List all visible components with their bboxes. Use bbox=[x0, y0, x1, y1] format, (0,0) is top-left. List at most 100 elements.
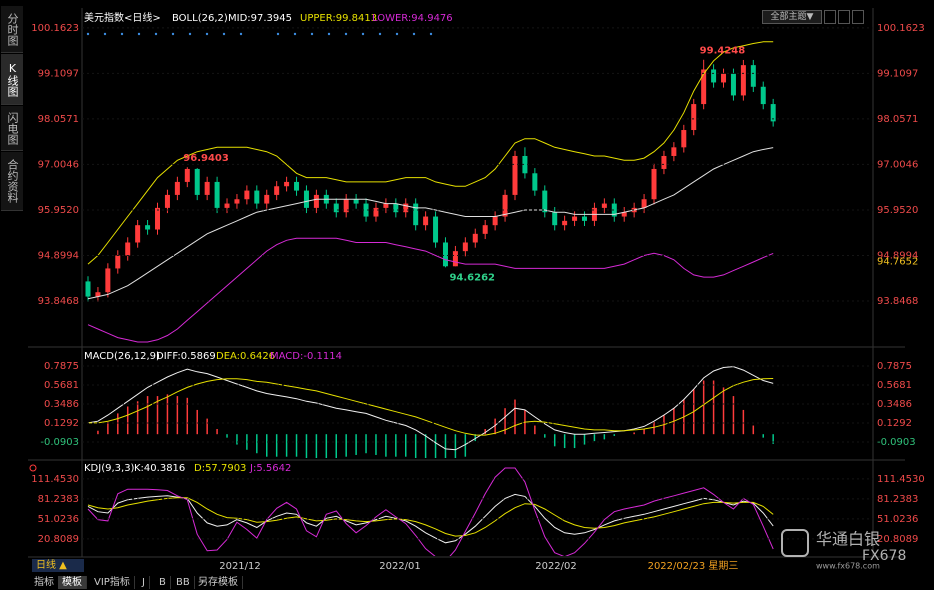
marker-dot bbox=[222, 32, 226, 36]
candle-body bbox=[542, 190, 548, 213]
candle-body bbox=[393, 203, 399, 213]
x-tick-label: 2021/12 bbox=[219, 561, 261, 572]
candle-body bbox=[750, 65, 756, 87]
indicator-value: DIFF:0.5869 bbox=[156, 351, 216, 362]
candle-body bbox=[611, 203, 617, 217]
candle-body bbox=[333, 203, 339, 213]
candle-body bbox=[105, 268, 111, 293]
y-tick-label: 20.8089 bbox=[877, 534, 918, 545]
y-tick-label: 0.5681 bbox=[44, 380, 79, 391]
icon-button[interactable] bbox=[824, 10, 836, 24]
candle-body bbox=[681, 130, 687, 148]
candle-body bbox=[164, 194, 170, 208]
candle-body bbox=[641, 199, 647, 208]
watermark-logo bbox=[781, 529, 809, 557]
candle-body bbox=[433, 216, 439, 243]
indicator-name: KDJ(9,3,3) bbox=[84, 463, 135, 474]
candle-body bbox=[234, 199, 240, 204]
indicator-value: LOWER:94.9476 bbox=[372, 13, 453, 24]
panel-plot bbox=[85, 41, 776, 343]
indicator-name: BOLL(26,2) bbox=[172, 13, 228, 24]
bottom-tab[interactable]: BB bbox=[172, 576, 195, 589]
marker-dot bbox=[239, 32, 243, 36]
extreme-label: 94.6262 bbox=[449, 272, 495, 283]
y-tick-label: 0.7875 bbox=[877, 361, 912, 372]
tab-kline[interactable]: K线图 bbox=[1, 54, 23, 105]
y-tick-label: -0.0903 bbox=[40, 437, 79, 448]
candle-body bbox=[204, 181, 210, 195]
candle-body bbox=[701, 69, 707, 105]
y-tick-label: 20.8089 bbox=[38, 534, 79, 545]
candle-body bbox=[145, 225, 151, 230]
candle-body bbox=[254, 190, 260, 204]
y-tick-label: 95.9520 bbox=[38, 205, 79, 216]
extreme-label: 96.9403 bbox=[183, 153, 229, 164]
indicator-line bbox=[87, 41, 774, 265]
cursor-date: 2022/02/23 星期三 bbox=[648, 560, 739, 572]
y-tick-label: 97.0046 bbox=[877, 159, 918, 170]
bottom-tab[interactable]: 模板 bbox=[58, 576, 87, 589]
bottom-tab[interactable]: VIP指标 bbox=[90, 576, 135, 589]
marker-dot bbox=[188, 32, 192, 36]
indicator-value: DEA:0.6426 bbox=[216, 351, 275, 362]
tab-flash[interactable]: 闪电图 bbox=[1, 106, 23, 151]
candle-body bbox=[691, 104, 697, 131]
current-price-label: 94.7652 bbox=[877, 256, 918, 267]
candle-body bbox=[413, 203, 419, 226]
bottom-tab[interactable]: 另存模板 bbox=[194, 576, 243, 589]
tab-contract[interactable]: 合约资料 bbox=[1, 152, 23, 211]
indicator-line bbox=[88, 378, 774, 436]
y-tick-label: 0.1292 bbox=[44, 418, 79, 429]
candle-body bbox=[730, 73, 736, 96]
indicator-value: J:5.5642 bbox=[249, 463, 291, 474]
indicator-value: D:57.7903 bbox=[194, 463, 246, 474]
candle-body bbox=[214, 181, 220, 208]
marker-dot bbox=[344, 32, 348, 36]
y-tick-label: 98.0571 bbox=[38, 114, 79, 125]
tab-time[interactable]: 分时图 bbox=[1, 6, 23, 53]
candle-body bbox=[244, 190, 250, 200]
y-tick-label: 94.8994 bbox=[877, 250, 918, 261]
theme-dropdown[interactable]: 全部主题▼ bbox=[762, 10, 822, 24]
candle-body bbox=[572, 216, 578, 221]
candle-body bbox=[264, 194, 270, 204]
candle-body bbox=[224, 203, 230, 208]
candle-body bbox=[661, 155, 667, 169]
candle-body bbox=[284, 181, 290, 187]
candle-body bbox=[452, 251, 458, 267]
candle-body bbox=[363, 203, 369, 217]
indicator-line bbox=[87, 467, 774, 556]
period-selector[interactable]: 日线 ▲ bbox=[32, 559, 84, 572]
candle-body bbox=[303, 190, 309, 208]
indicator-line bbox=[87, 147, 774, 300]
candle-body bbox=[760, 86, 766, 105]
y-tick-label: 0.3486 bbox=[877, 399, 912, 410]
panel-plot bbox=[87, 366, 774, 458]
bottom-tab[interactable]: J bbox=[138, 576, 150, 589]
y-tick-label: 0.1292 bbox=[877, 418, 912, 429]
y-tick-label: 51.0236 bbox=[38, 514, 79, 525]
marker-dot bbox=[293, 32, 297, 36]
y-tick-label: 95.9520 bbox=[877, 205, 918, 216]
marker-dot bbox=[205, 32, 209, 36]
candle-body bbox=[621, 212, 627, 217]
candle-body bbox=[562, 220, 568, 226]
candle-body bbox=[552, 212, 558, 226]
indicator-line bbox=[87, 497, 774, 537]
candle-body bbox=[711, 69, 717, 83]
candle-body bbox=[115, 255, 121, 269]
marker-dot bbox=[412, 32, 416, 36]
bottom-tab[interactable]: B bbox=[155, 576, 171, 589]
marker-dot bbox=[310, 32, 314, 36]
marker-dot bbox=[361, 32, 365, 36]
candle-body bbox=[492, 216, 498, 226]
icon-button[interactable] bbox=[838, 10, 850, 24]
icon-button[interactable] bbox=[852, 10, 864, 24]
marker-dot bbox=[103, 32, 107, 36]
candle-body bbox=[313, 194, 319, 208]
candle-body bbox=[373, 207, 379, 217]
marker-dot bbox=[171, 32, 175, 36]
candle-body bbox=[671, 147, 677, 156]
candle-body bbox=[582, 216, 587, 221]
